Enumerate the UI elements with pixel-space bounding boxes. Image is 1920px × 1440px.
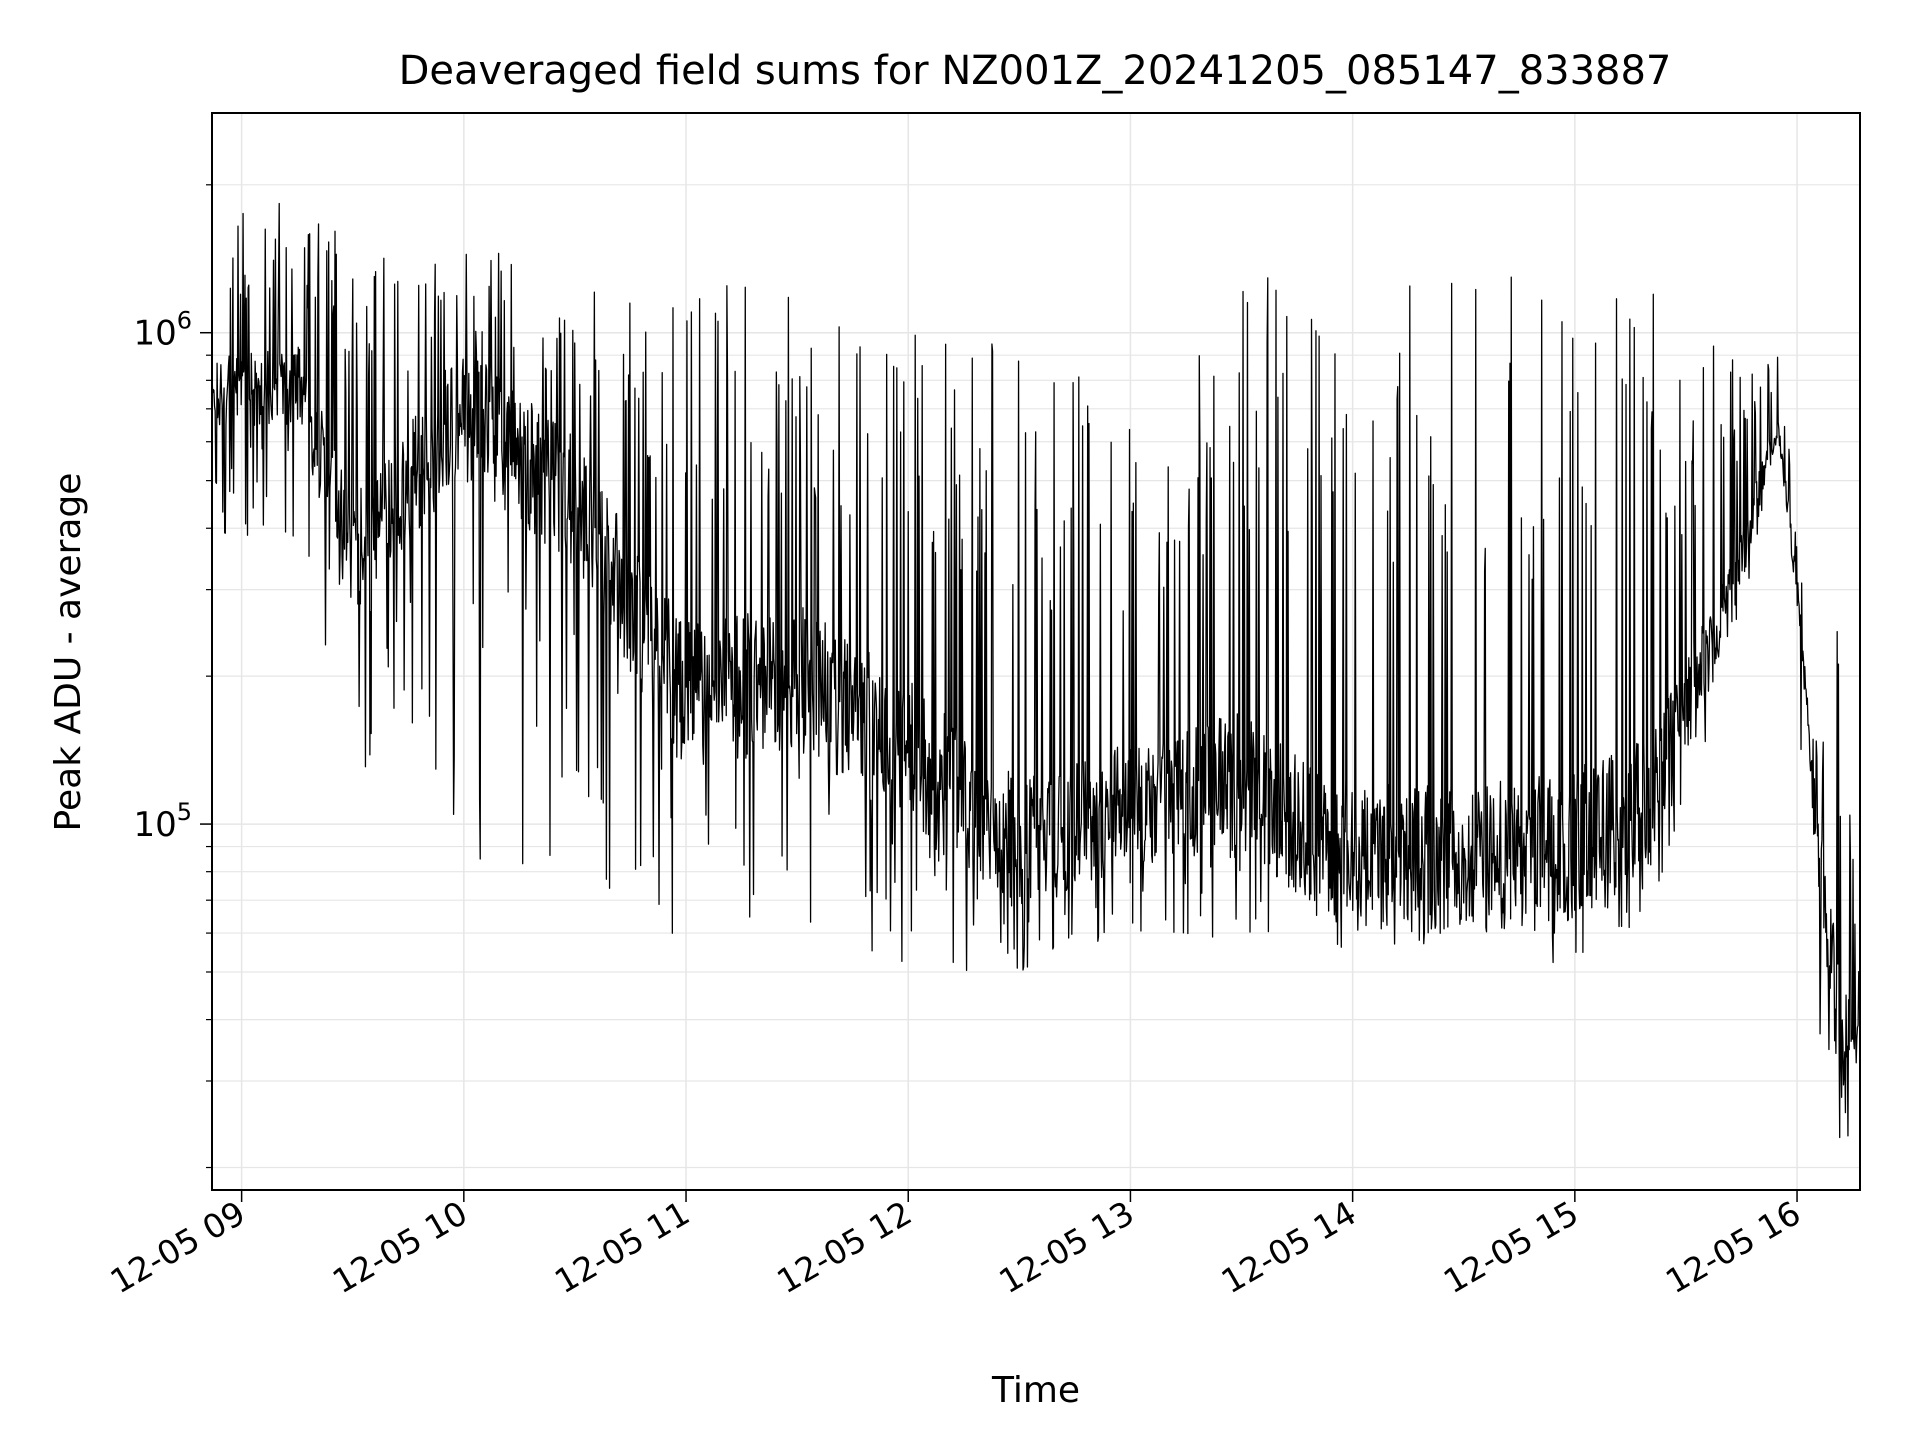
chart-title: Deaveraged field sums for NZ001Z_2024120… [399, 48, 1672, 94]
plot-frame [211, 112, 1861, 1191]
x-axis-label: Time [991, 1370, 1080, 1411]
y-axis-label: Peak ADU - average [48, 473, 89, 832]
y-tick-label: 106 [133, 307, 192, 354]
y-tick-label: 105 [133, 798, 192, 845]
y-tick-labels: 105 106 [133, 307, 192, 845]
grid-lines [212, 113, 1860, 1190]
series-line [212, 202, 1860, 1139]
